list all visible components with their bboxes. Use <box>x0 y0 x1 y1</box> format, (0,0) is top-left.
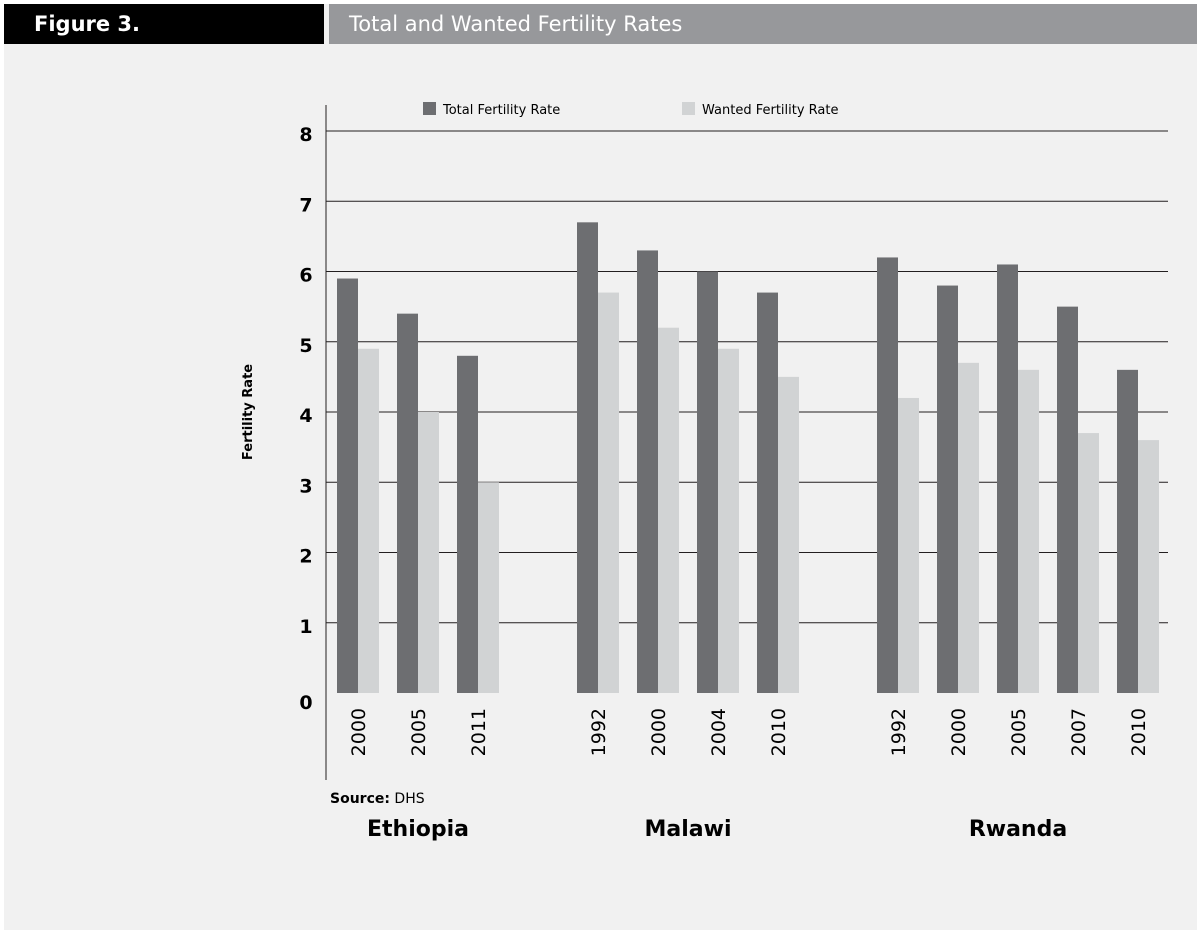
y-tick-label: 0 <box>299 692 312 714</box>
bar <box>718 349 739 693</box>
bar <box>1018 370 1039 693</box>
bar <box>1117 370 1138 693</box>
y-tick-label: 7 <box>299 194 312 216</box>
bar <box>637 250 658 693</box>
x-tick-label: 2007 <box>1068 708 1090 756</box>
y-axis-label: Fertility Rate <box>241 364 256 460</box>
bar <box>898 398 919 693</box>
x-tick-label: 1992 <box>888 708 910 756</box>
bar <box>577 222 598 693</box>
bar <box>937 286 958 693</box>
bar <box>778 377 799 693</box>
bar <box>877 257 898 693</box>
y-tick-label: 8 <box>299 124 312 146</box>
legend-label: Wanted Fertility Rate <box>702 103 838 118</box>
source-note: Source: DHS <box>330 791 425 807</box>
bar <box>337 279 358 693</box>
bar <box>397 314 418 693</box>
bar <box>958 363 979 693</box>
group-label: Malawi <box>645 817 732 842</box>
source-value: DHS <box>394 791 424 807</box>
bar <box>418 412 439 693</box>
group-label: Ethiopia <box>367 817 469 842</box>
bar <box>757 293 778 693</box>
source-label: Source: <box>330 791 390 807</box>
bar <box>457 356 478 693</box>
bar <box>1138 440 1159 693</box>
y-tick-label: 4 <box>299 405 312 427</box>
bar <box>358 349 379 693</box>
legend-swatch <box>423 102 436 115</box>
bar <box>697 272 718 694</box>
x-tick-label: 2005 <box>1008 708 1030 756</box>
x-tick-label: 2011 <box>468 708 490 756</box>
x-tick-label: 2010 <box>1128 708 1150 756</box>
y-tick-label: 5 <box>299 335 312 357</box>
legend-swatch <box>682 102 695 115</box>
x-tick-label: 2010 <box>768 708 790 756</box>
y-tick-label: 3 <box>299 475 312 497</box>
group-label: Rwanda <box>969 817 1067 842</box>
x-tick-label: 1992 <box>588 708 610 756</box>
y-tick-label: 2 <box>299 546 312 568</box>
bar <box>1057 307 1078 693</box>
bar <box>598 293 619 693</box>
x-tick-label: 2000 <box>948 708 970 756</box>
x-tick-label: 2005 <box>408 708 430 756</box>
x-tick-label: 2000 <box>348 708 370 756</box>
bar <box>478 482 499 693</box>
y-tick-label: 6 <box>299 265 312 287</box>
bar <box>997 264 1018 693</box>
bar <box>1078 433 1099 693</box>
y-tick-label: 1 <box>299 616 312 638</box>
x-tick-label: 2004 <box>708 708 730 756</box>
legend-label: Total Fertility Rate <box>442 103 560 118</box>
bar <box>658 328 679 693</box>
x-tick-label: 2000 <box>648 708 670 756</box>
